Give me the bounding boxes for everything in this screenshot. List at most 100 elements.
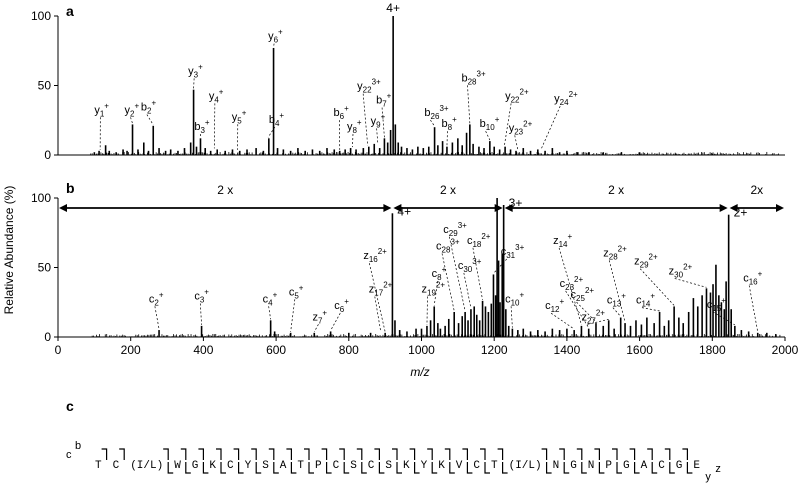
fragment-label-b-3: c5+ (289, 283, 304, 300)
leader-b-4 (313, 324, 319, 333)
residue-10: T (297, 460, 304, 472)
multiplier-arrowhead-right-2 (719, 204, 728, 212)
fragment-label-b-8: z192+ (422, 281, 446, 298)
fragment-label-a-14: b263+ (424, 104, 448, 121)
y-tick-label-a-1: 50 (38, 79, 52, 93)
x-tick-label-b-1: 200 (121, 343, 141, 357)
x-tick-label-b-4: 800 (339, 343, 359, 357)
x-tick-label-b-8: 1600 (626, 343, 653, 357)
x-axis-label: m/z (410, 365, 429, 379)
residue-15: S (385, 460, 392, 472)
cleavage-mark-cterm-30 (669, 462, 675, 474)
fragment-label-b-7: z172+ (369, 281, 393, 298)
cleavage-mark-cterm-5 (202, 462, 209, 474)
fragment-label-b-16: z14+ (553, 232, 572, 249)
leader-b-25 (674, 278, 707, 288)
cleavage-mark-nterm-2 (119, 448, 125, 460)
leader-b-15 (510, 306, 513, 328)
multiplier-arrowhead-right-3 (776, 204, 784, 212)
cleavage-mark-cterm-17 (414, 462, 420, 474)
x-tick-label-b-6: 1200 (481, 343, 508, 357)
leader-a-16 (467, 85, 471, 124)
y-tick-label-b-0: 0 (44, 330, 51, 344)
cleavage-mark-cterm-26 (598, 462, 605, 474)
fragment-label-a-7: y6+ (268, 28, 283, 45)
cleavage-mark-cterm-14 (361, 462, 367, 474)
fragment-label-a-8: b4+ (269, 111, 285, 128)
cleavage-mark-nterm-11 (304, 448, 310, 460)
multiplier-arrowhead-left-2 (504, 204, 513, 212)
y-axis-label: Relative Abundance (%) (2, 186, 16, 315)
fragment-label-a-15: b8+ (441, 115, 457, 132)
residue-20: C (473, 460, 480, 472)
fragment-label-b-18: c12+ (545, 297, 564, 314)
y-tick-label-b-1: 50 (38, 261, 52, 275)
y-tick-label-b-2: 100 (31, 191, 51, 205)
residue-0: T (95, 460, 102, 472)
fragment-label-b-0: c2+ (149, 290, 164, 307)
fragment-label-b-5: c6+ (334, 297, 349, 314)
fragment-label-a-2: b2+ (141, 99, 157, 116)
residue-11: P (315, 460, 322, 472)
multiplier-label-1: 2 x (440, 183, 456, 197)
cleavage-mark-cterm-21 (484, 462, 490, 474)
fragment-label-b-19: c252+ (571, 286, 595, 303)
residue-27: G (623, 460, 630, 472)
fragment-label-b-9: c8+ (432, 265, 447, 282)
cleavage-mark-nterm-22 (497, 448, 504, 460)
residue-24: G (570, 460, 577, 472)
leader-b-1 (199, 303, 202, 325)
residue-12: C (333, 460, 340, 472)
cleavage-mark-cterm-15 (378, 462, 385, 474)
cleavage-mark-nterm-24 (559, 448, 565, 460)
cleavage-mark-nterm-17 (409, 448, 416, 460)
cleavage-mark-cterm-11 (308, 462, 314, 474)
leader-b-22 (608, 260, 626, 323)
fragment-label-b-24: z292+ (634, 253, 658, 270)
leader-b-13 (472, 247, 483, 300)
leader-a-3 (193, 78, 195, 89)
multiplier-arrowhead-right-1 (494, 204, 503, 212)
cleavage-mark-cterm-4 (185, 462, 191, 474)
cleavage-mark-nterm-12 (321, 448, 328, 460)
cleavage-mark-nterm-14 (356, 448, 363, 460)
cleavage-mark-nterm-15 (374, 448, 380, 460)
x-tick-label-b-2: 400 (193, 343, 213, 357)
fragment-label-b-11: c293+ (443, 221, 467, 238)
residue-30: G (676, 460, 683, 472)
fragment-label-b-23: c14+ (636, 292, 655, 309)
leader-b-14 (493, 258, 508, 274)
cleavage-mark-nterm-21 (480, 448, 486, 460)
cleavage-mark-cterm-9 (273, 462, 279, 474)
cleavage-mark-cterm-12 (326, 462, 332, 474)
sequence-right-label-z: z (715, 463, 721, 475)
fragment-label-a-0: y1+ (94, 101, 109, 118)
residue-29: C (658, 460, 665, 472)
residue-18: K (438, 460, 445, 472)
cleavage-mark-cterm-24 (563, 462, 570, 474)
leader-b-18 (550, 312, 575, 330)
leader-a-13 (376, 128, 379, 145)
cleavage-mark-cterm-31 (686, 462, 693, 474)
x-tick-label-b-7: 1400 (554, 343, 581, 357)
cleavage-mark-nterm-1 (101, 448, 108, 460)
panel-label-b: b (66, 180, 75, 196)
leader-b-12 (463, 272, 472, 309)
leader-b-27 (748, 285, 759, 332)
residue-19: V (456, 460, 463, 472)
cleavage-mark-nterm-27 (612, 448, 618, 460)
fragment-label-b-2: c4+ (263, 290, 278, 307)
cleavage-mark-nterm-25 (576, 448, 583, 460)
residue-1: C (113, 460, 120, 472)
residue-31: E (693, 460, 700, 472)
fragment-label-a-18: y222+ (505, 87, 529, 104)
leader-b-11 (448, 236, 466, 312)
residue-9: A (280, 460, 287, 472)
cleavage-mark-nterm-16 (392, 448, 398, 460)
fragment-label-a-6: y5+ (232, 108, 247, 125)
fragment-label-b-14: c313+ (501, 243, 525, 260)
cleavage-mark-nterm-26 (594, 448, 600, 460)
residue-17: Y (421, 460, 428, 472)
cleavage-mark-nterm-18 (427, 448, 433, 460)
cleavage-mark-cterm-16 (396, 462, 402, 474)
